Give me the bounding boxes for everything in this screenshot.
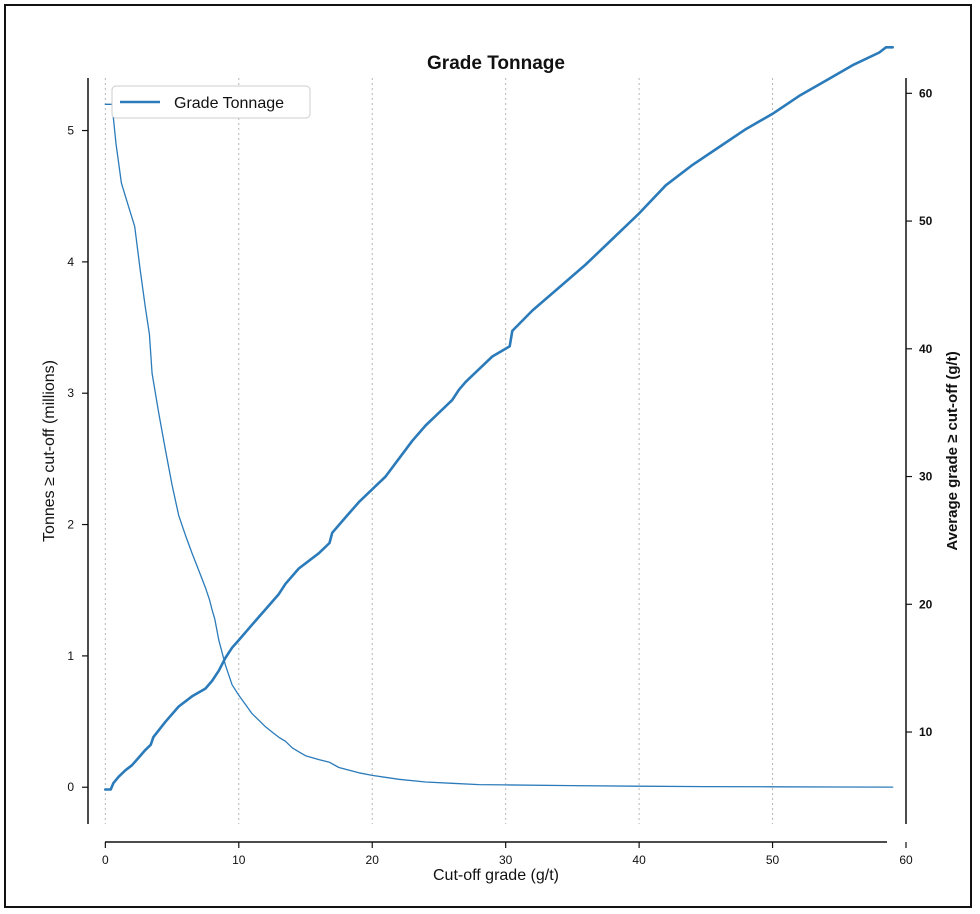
x-tick-label-20: 20: [366, 853, 380, 867]
chart-title: Grade Tonnage: [427, 53, 565, 74]
y-ticks-right: 10 20 30 40 50 60: [906, 86, 933, 739]
y-right-tick-label-10: 10: [919, 725, 933, 739]
y-left-tick-label-5: 5: [67, 124, 74, 138]
x-tick-label-30: 30: [499, 853, 513, 867]
y-right-tick-label-40: 40: [919, 342, 933, 356]
y-right-tick-label-20: 20: [919, 597, 933, 611]
y-left-tick-label-2: 2: [67, 518, 74, 532]
y-left-tick-label-1: 1: [67, 649, 74, 663]
y-right-tick-label-50: 50: [919, 214, 933, 228]
legend: Grade Tonnage: [111, 85, 311, 119]
y-left-tick-label-0: 0: [67, 780, 74, 794]
vertical-grid: [104, 78, 907, 824]
tonnage-line: [104, 103, 894, 788]
series-group: [104, 45, 895, 791]
legend-box: [111, 85, 311, 119]
y-right-tick-label-30: 30: [919, 470, 933, 484]
y-left-tick-label-4: 4: [67, 255, 74, 269]
y-axis-label-left: Tonnes ≥ cut-off (millions): [41, 360, 58, 542]
y-ticks-left: 0 1 2 3 4 5: [67, 124, 88, 794]
x-tick-label-10: 10: [232, 853, 246, 867]
legend-label: Grade Tonnage: [174, 95, 284, 112]
average-grade-line: [104, 45, 895, 791]
chart-frame: [4, 4, 972, 908]
x-tick-label-60: 60: [899, 853, 913, 867]
x-axis-label: Cut-off grade (g/t): [433, 867, 559, 884]
x-tick-label-40: 40: [632, 853, 646, 867]
x-tick-label-50: 50: [766, 853, 780, 867]
y-right-tick-label-60: 60: [919, 86, 933, 100]
y-left-tick-label-3: 3: [67, 386, 74, 400]
x-tick-label-0: 0: [102, 853, 109, 867]
y-axis-label-right: Average grade ≥ cut-off (g/t): [944, 351, 961, 550]
x-ticks: 0 10 20 30 40 50 60: [102, 842, 913, 867]
